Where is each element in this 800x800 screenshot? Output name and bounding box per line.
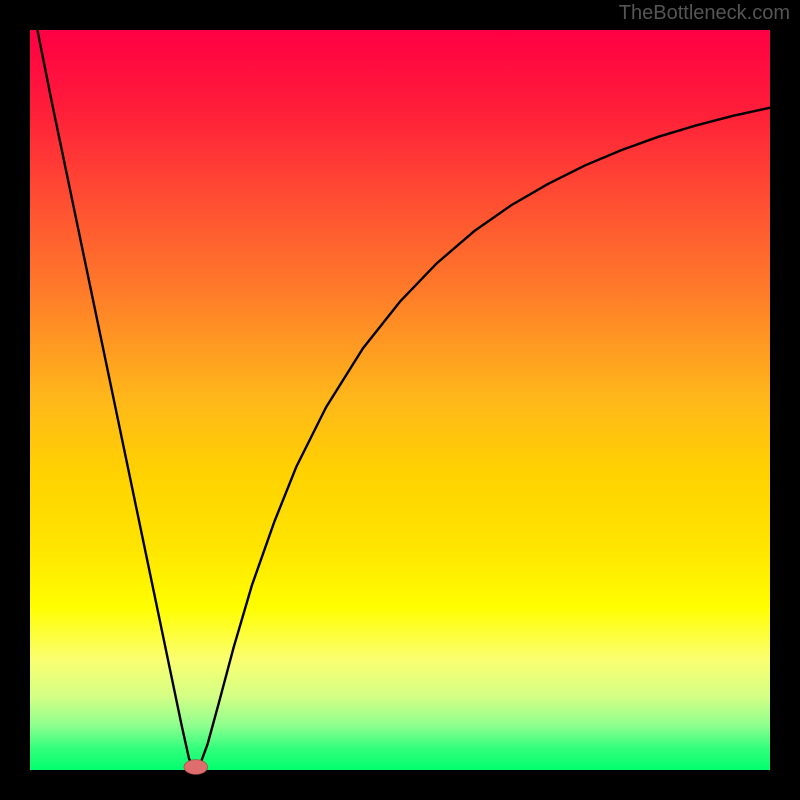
chart-container: TheBottleneck.com xyxy=(0,0,800,800)
bottleneck-chart xyxy=(0,0,800,800)
optimal-point-marker xyxy=(184,760,208,775)
watermark-text: TheBottleneck.com xyxy=(619,2,790,25)
plot-background xyxy=(30,30,770,770)
